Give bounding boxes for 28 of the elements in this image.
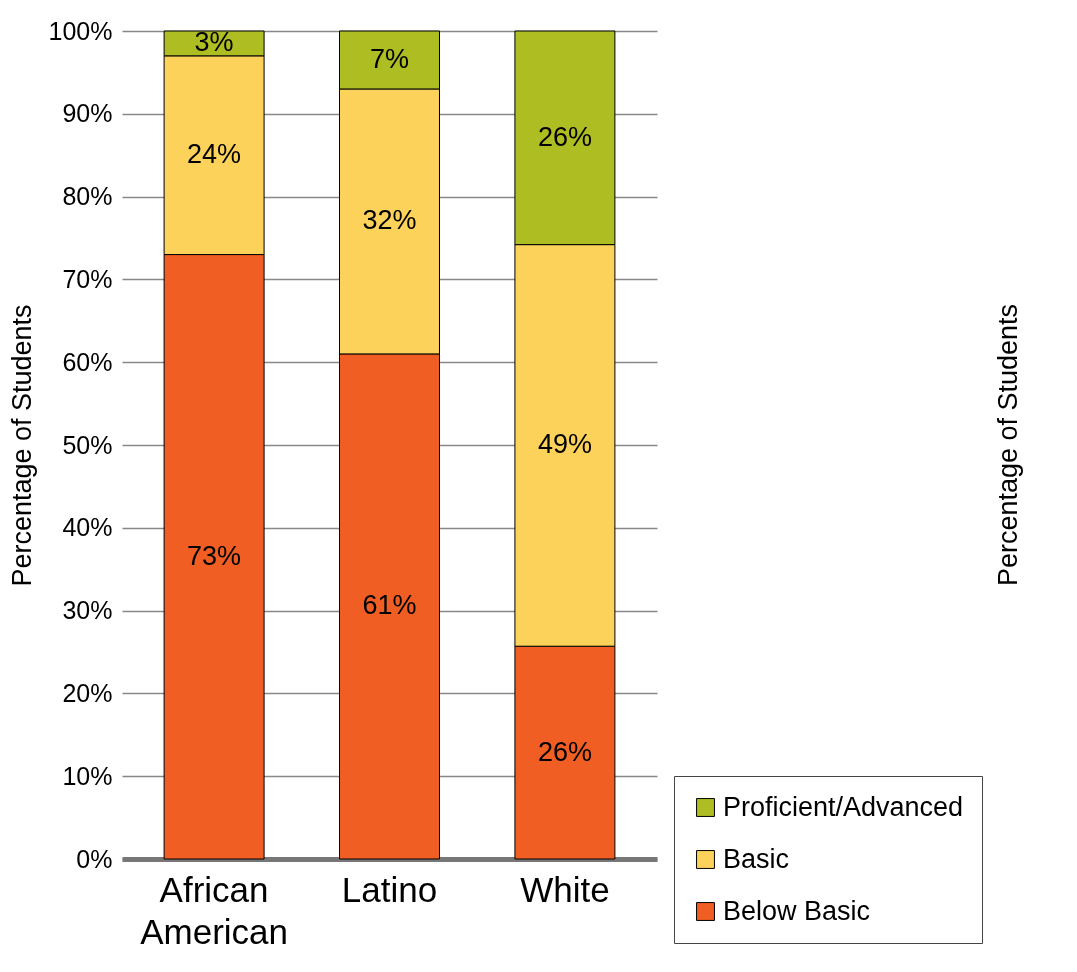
data-label: 24% bbox=[187, 139, 242, 170]
data-label: 73% bbox=[187, 540, 242, 571]
y-tick-label: 100% bbox=[48, 16, 113, 45]
y-tick-label: 70% bbox=[62, 264, 113, 293]
y-axis-title: Percentage of Students bbox=[6, 304, 37, 587]
x-tick-label: African American bbox=[140, 869, 288, 951]
y-tick-label: 90% bbox=[62, 99, 113, 128]
legend-label: Basic bbox=[723, 843, 790, 874]
x-tick-label: Latino bbox=[341, 869, 438, 909]
data-label: 32% bbox=[362, 205, 417, 236]
y-tick-label: 30% bbox=[62, 596, 113, 625]
y-tick-label: 40% bbox=[62, 513, 113, 542]
data-label: 61% bbox=[362, 590, 417, 621]
data-label: 26% bbox=[537, 736, 592, 767]
y-tick-label: 10% bbox=[62, 761, 113, 790]
legend-label: Below Basic bbox=[723, 895, 871, 926]
y-tick-label: 80% bbox=[62, 182, 113, 211]
x-tick-label: White bbox=[520, 869, 610, 909]
data-label: 3% bbox=[194, 27, 234, 58]
y-tick-label: 20% bbox=[62, 678, 113, 707]
y-tick-label: 50% bbox=[62, 430, 113, 459]
legend-label: Proficient/Advanced bbox=[723, 791, 964, 822]
text: Percentage of Students bbox=[993, 303, 1023, 587]
y-tick-label: 0% bbox=[76, 844, 113, 873]
data-label: 49% bbox=[537, 429, 592, 460]
data-label: 26% bbox=[537, 121, 592, 152]
y-tick-label: 60% bbox=[62, 347, 113, 376]
data-label: 7% bbox=[369, 43, 410, 74]
